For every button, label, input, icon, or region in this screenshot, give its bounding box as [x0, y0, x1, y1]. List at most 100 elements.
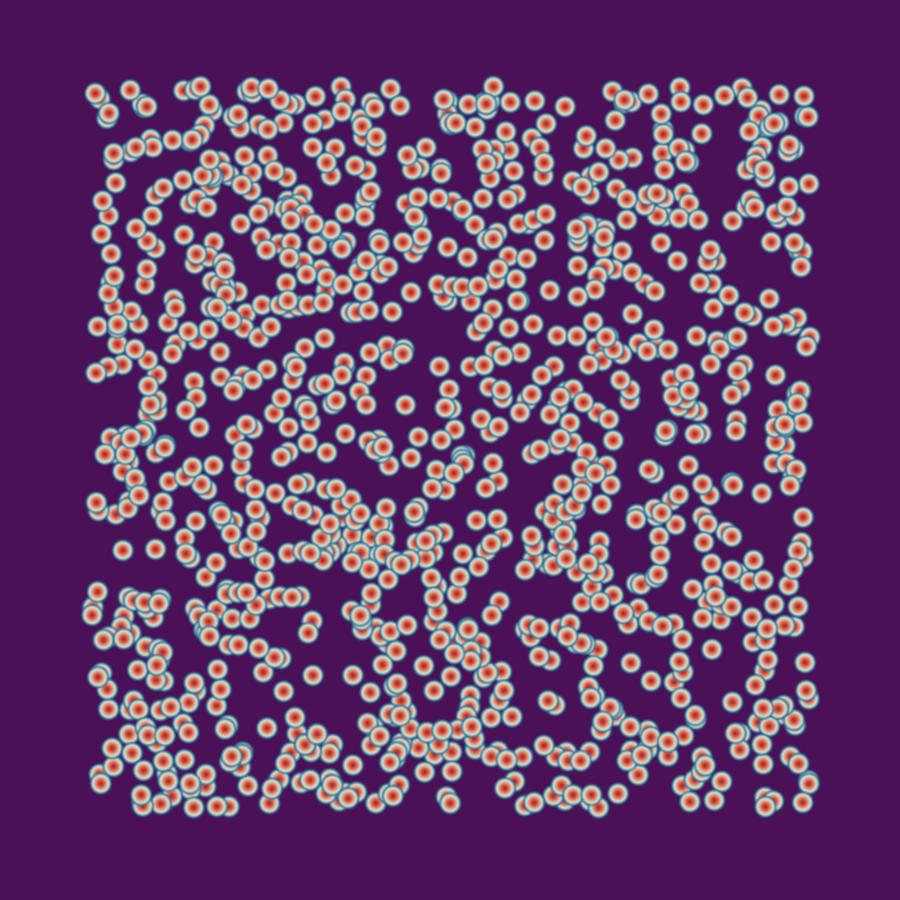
particle — [576, 551, 601, 576]
particle — [649, 101, 674, 126]
particle — [767, 82, 792, 107]
particle — [205, 657, 230, 682]
particle — [176, 690, 201, 715]
particle — [127, 483, 152, 508]
particle — [620, 260, 645, 285]
particle — [97, 101, 121, 126]
particle — [699, 551, 724, 576]
particle — [101, 754, 126, 779]
particle — [148, 791, 173, 816]
particle — [548, 385, 573, 409]
particle — [83, 81, 108, 106]
particle — [213, 257, 238, 282]
particle — [666, 482, 691, 507]
particle — [209, 502, 234, 527]
particle — [775, 194, 799, 219]
particle — [737, 119, 762, 144]
particle — [311, 290, 336, 315]
particle — [698, 352, 723, 377]
particle — [677, 378, 702, 403]
particle — [420, 476, 445, 501]
particle — [255, 117, 280, 142]
particle — [85, 665, 110, 690]
particle — [183, 509, 208, 534]
particle — [669, 686, 694, 711]
particle — [495, 187, 520, 212]
particle — [643, 279, 667, 304]
particle — [340, 550, 364, 575]
particle — [135, 257, 159, 282]
particle — [317, 511, 342, 536]
particle — [352, 204, 377, 229]
particle — [419, 566, 444, 590]
particle — [357, 340, 382, 365]
particle — [385, 671, 410, 696]
particle — [639, 668, 664, 693]
particle — [402, 499, 426, 524]
particle — [703, 584, 728, 609]
particle — [176, 720, 201, 745]
particle — [504, 267, 529, 292]
particle — [89, 221, 114, 246]
particle — [653, 418, 678, 443]
particle — [466, 554, 491, 579]
particle — [568, 748, 593, 773]
particle — [204, 550, 228, 575]
particle — [295, 431, 320, 455]
particle — [103, 170, 128, 195]
particle — [370, 652, 395, 677]
particle — [174, 398, 198, 423]
particle — [786, 594, 811, 619]
particle — [589, 492, 614, 517]
particle — [300, 135, 325, 160]
particle — [213, 717, 238, 741]
particle — [252, 567, 277, 591]
particle — [184, 242, 209, 267]
particle — [101, 141, 126, 166]
particle — [91, 628, 116, 652]
particle — [702, 788, 727, 813]
particle — [611, 601, 636, 626]
particle — [110, 538, 135, 563]
particle — [438, 791, 463, 816]
particle — [196, 317, 221, 342]
particle — [219, 521, 243, 546]
particle — [781, 556, 806, 581]
particle — [305, 722, 330, 747]
particle — [146, 591, 171, 616]
particle — [642, 317, 666, 342]
particle — [498, 90, 523, 115]
particle — [194, 195, 219, 220]
particle — [564, 324, 589, 349]
particle — [456, 617, 481, 642]
particle — [742, 195, 767, 220]
particle — [494, 747, 519, 772]
particle — [683, 703, 708, 728]
particle — [656, 337, 681, 362]
particle — [721, 473, 746, 498]
particle — [276, 415, 301, 440]
particle — [687, 270, 712, 295]
particle — [303, 84, 328, 109]
particle — [668, 89, 693, 114]
particle — [201, 453, 226, 478]
particle — [789, 254, 813, 279]
particle — [608, 368, 633, 392]
particle — [447, 565, 472, 589]
particle — [762, 111, 787, 136]
particle — [652, 157, 677, 182]
particle — [471, 186, 495, 211]
particle — [489, 378, 514, 402]
particle — [700, 637, 724, 662]
particle — [579, 782, 604, 807]
particle — [695, 512, 720, 536]
particle — [533, 201, 558, 226]
particle — [474, 91, 499, 116]
particle — [208, 677, 233, 702]
particle — [749, 481, 774, 506]
particle — [429, 161, 454, 186]
particle — [258, 314, 283, 339]
particle — [374, 496, 399, 520]
particle — [414, 135, 439, 160]
